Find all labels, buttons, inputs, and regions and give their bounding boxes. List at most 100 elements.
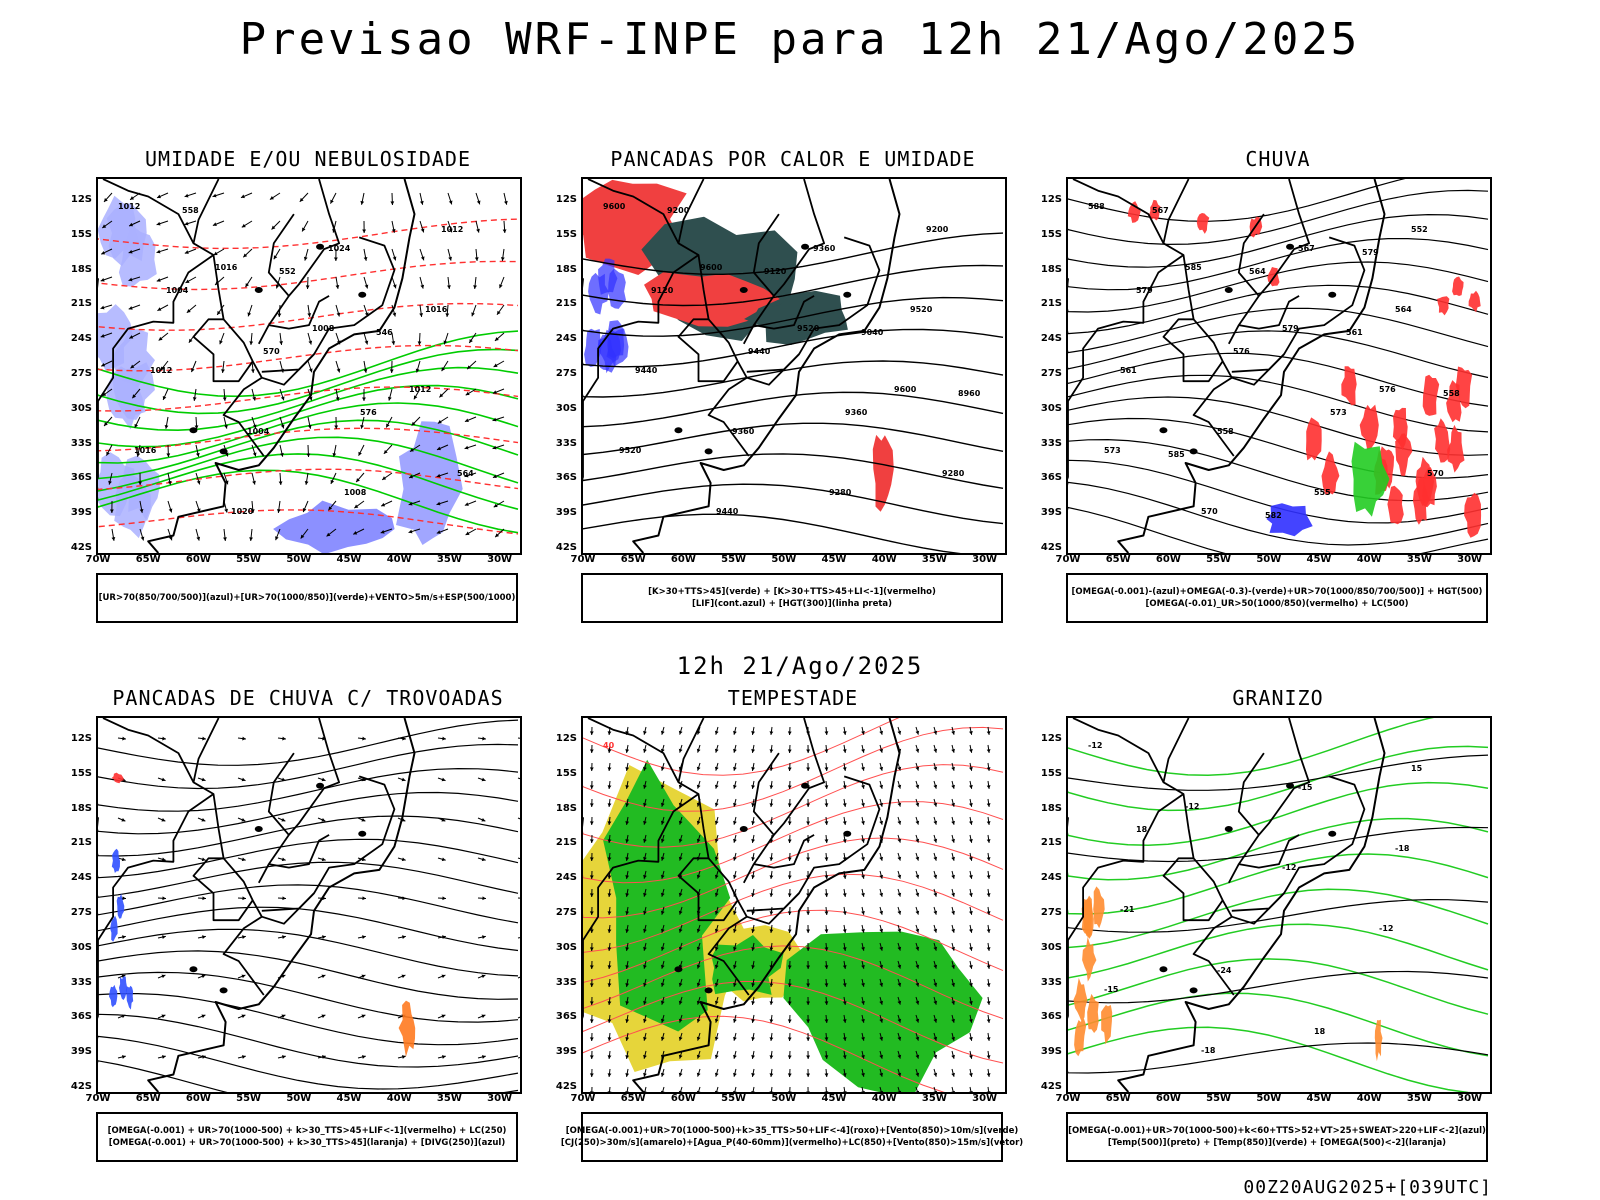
wind-vector-850 bbox=[714, 726, 719, 735]
wind-vector-850 bbox=[861, 762, 865, 771]
contour-label: -12 bbox=[1379, 924, 1393, 933]
wind-vector-850 bbox=[607, 906, 612, 916]
country-border bbox=[98, 793, 215, 1019]
wind-vector-850 bbox=[824, 1086, 829, 1092]
wind-vector-850 bbox=[842, 1050, 847, 1059]
wind-vector-850 bbox=[643, 798, 647, 807]
longitude-tick-label: 55W bbox=[236, 554, 262, 565]
lake-marker bbox=[254, 826, 263, 833]
rain-panel: CHUVA 588 585 579 576 573 570 567 564 561 558 555 55… bbox=[1041, 147, 1492, 627]
wind-vector-850 bbox=[842, 924, 847, 933]
wind-vector bbox=[417, 332, 422, 346]
contour-label: 558 bbox=[1443, 389, 1460, 398]
longitude-tick-label: 35W bbox=[921, 1093, 947, 1104]
longitude-tick-label: 60W bbox=[1155, 554, 1181, 565]
wind-vector-850 bbox=[897, 726, 902, 735]
wind-vector-850 bbox=[897, 942, 902, 951]
wind-vector-850 bbox=[625, 1032, 630, 1041]
wind-vector-850 bbox=[951, 1050, 955, 1059]
wind-vector bbox=[101, 388, 113, 397]
streamline-arrow bbox=[517, 1057, 520, 1059]
wind-vector-850 bbox=[824, 852, 829, 862]
country-border bbox=[746, 892, 800, 925]
streamline-arrow bbox=[517, 777, 520, 780]
longitude-tick-label: 70W bbox=[85, 1093, 111, 1104]
wind-vector-850 bbox=[607, 942, 612, 952]
longitude-tick-label: 50W bbox=[771, 1093, 797, 1104]
wind-vector bbox=[279, 332, 283, 345]
wind-vector bbox=[158, 332, 169, 341]
streamline-arrow bbox=[477, 896, 487, 901]
wind-vector-850 bbox=[660, 960, 665, 969]
wind-vector-850 bbox=[751, 834, 756, 843]
contour-label: 1004 bbox=[247, 427, 270, 436]
wind-vector-850 bbox=[678, 1014, 683, 1023]
contour-label: 40 bbox=[603, 741, 615, 750]
wind-vector-850 bbox=[733, 780, 737, 789]
panel-legend: [OMEGA(-0.001)+UR>70(1000-500)+k>35_TTS>… bbox=[561, 1112, 1023, 1162]
wind-vector-850 bbox=[933, 942, 938, 951]
streamline-arrow bbox=[197, 777, 206, 782]
humidity-green-contour bbox=[98, 366, 519, 432]
streamline bbox=[98, 838, 519, 879]
wind-vector-850 bbox=[589, 996, 594, 1006]
wind-vector-850 bbox=[660, 1032, 665, 1041]
wind-vector-850 bbox=[769, 726, 774, 735]
longitude-tick-label: 70W bbox=[1055, 1093, 1081, 1104]
streamline-arrow bbox=[437, 777, 446, 782]
legend-line: [OMEGA(-0.01)_UR>50(1000/850)(vermelho) … bbox=[1145, 599, 1409, 609]
wind-vector-850 bbox=[678, 978, 683, 987]
wind-vector-850 bbox=[824, 996, 829, 1006]
lake-marker bbox=[219, 987, 228, 994]
omega-orange-area bbox=[1073, 977, 1088, 1023]
country-border bbox=[192, 718, 265, 996]
panel-title: CHUVA bbox=[1245, 147, 1311, 171]
streamline-arrow bbox=[117, 817, 126, 822]
wind-vector bbox=[103, 416, 113, 427]
wind-vector-850 bbox=[986, 852, 991, 861]
wind-vector-850 bbox=[787, 870, 792, 880]
wind-vector-850 bbox=[969, 942, 973, 951]
streamline-arrow bbox=[237, 817, 246, 822]
wind-vector-850 bbox=[769, 852, 774, 861]
instability-red-area bbox=[872, 434, 894, 512]
latitude-tick-label: 39S bbox=[1040, 507, 1062, 519]
latitude-tick-label: 33S bbox=[1040, 437, 1062, 449]
wind-vector bbox=[279, 416, 285, 429]
wind-vector-850 bbox=[660, 888, 665, 897]
wind-vector bbox=[436, 444, 449, 451]
wind-vector-850 bbox=[969, 888, 973, 897]
country-border bbox=[1068, 793, 1185, 1019]
latitude-tick-label: 18S bbox=[555, 263, 577, 275]
wind-vector bbox=[335, 304, 341, 317]
wind-vector-850 bbox=[714, 1014, 719, 1023]
streamline-arrow bbox=[237, 974, 246, 979]
contour-label: 564 bbox=[1395, 305, 1412, 314]
streamline-arrow bbox=[157, 974, 166, 979]
wind-vector-850 bbox=[969, 744, 973, 753]
country-border bbox=[677, 857, 739, 922]
wind-vector-850 bbox=[861, 870, 865, 879]
wind-vector-850 bbox=[861, 996, 865, 1005]
contour-label: 546 bbox=[376, 328, 393, 337]
country-border bbox=[1228, 718, 1310, 884]
streamline-arrow bbox=[357, 1055, 366, 1059]
thunderstorm-showers-panel: PANCADAS DE CHUVA C/ TROVOADAS 12S 15S 18S 2… bbox=[71, 686, 522, 1166]
streamline bbox=[98, 767, 519, 812]
contour-label: 1008 bbox=[312, 324, 335, 333]
wind-vector-850 bbox=[969, 798, 973, 807]
wind-vector-850 bbox=[660, 1086, 665, 1092]
longitude-tick-label: 50W bbox=[771, 554, 797, 565]
wind-vector-850 bbox=[986, 1086, 991, 1092]
wind-vector-850 bbox=[751, 996, 756, 1005]
wind-vector-850 bbox=[625, 1068, 630, 1077]
wind-vector bbox=[108, 472, 113, 485]
streamline-850 bbox=[583, 764, 1004, 848]
contour-label: 558 bbox=[1217, 427, 1234, 436]
streamline bbox=[98, 971, 519, 1023]
panel-title: UMIDADE E/OU NEBULOSIDADE bbox=[144, 147, 472, 171]
wind-vector-850 bbox=[625, 816, 630, 825]
wind-vector bbox=[492, 388, 505, 394]
wind-vector-850 bbox=[897, 1014, 902, 1023]
wind-vector-850 bbox=[897, 780, 902, 789]
